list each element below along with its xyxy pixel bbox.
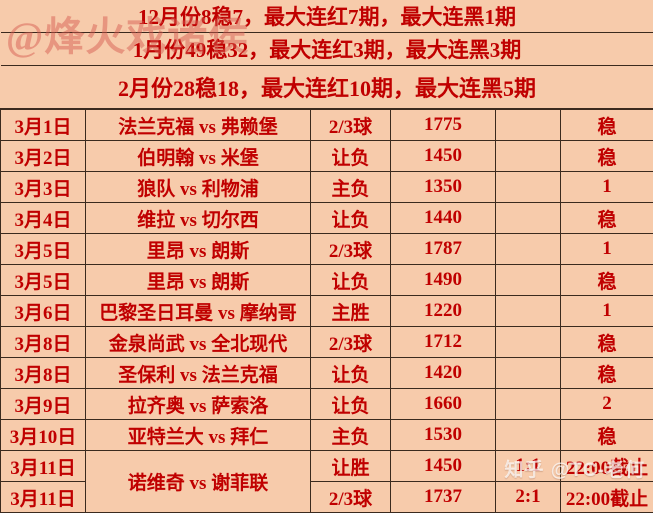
cell-date: 3月2日 [1, 141, 86, 172]
cell-date: 3月9日 [1, 389, 86, 420]
cell-match: 亚特兰大 vs 拜仁 [86, 420, 311, 451]
cell-score [496, 265, 561, 296]
cell-number: 1737 [391, 482, 496, 513]
cell-number: 1440 [391, 203, 496, 234]
cell-bet-type: 让负 [311, 265, 391, 296]
cell-bet-type: 让负 [311, 203, 391, 234]
summary-banner-text: 1月份49稳32，最大连红3期，最大连黑3期 [1, 33, 653, 66]
cell-date: 3月1日 [1, 109, 86, 141]
cell-result: 稳 [561, 203, 653, 234]
cell-number: 1787 [391, 234, 496, 265]
cell-result: 1 [561, 172, 653, 203]
cell-number: 1660 [391, 389, 496, 420]
cell-match: 巴黎圣日耳曼 vs 摩纳哥 [86, 296, 311, 327]
cell-number: 1712 [391, 327, 496, 358]
summary-banner-text: 12月份8稳7，最大连红7期，最大连黑1期 [1, 0, 653, 33]
cell-result: 1 [561, 234, 653, 265]
cell-score [496, 327, 561, 358]
cell-date: 3月11日 [1, 451, 86, 482]
cell-result: 稳 [561, 265, 653, 296]
cell-score [496, 389, 561, 420]
cell-bet-type: 主负 [311, 172, 391, 203]
cell-number: 1220 [391, 296, 496, 327]
cell-bet-type: 让负 [311, 358, 391, 389]
cell-score [496, 172, 561, 203]
cell-result: 稳 [561, 141, 653, 172]
cell-score [496, 109, 561, 141]
cell-number: 1530 [391, 420, 496, 451]
cell-number: 1775 [391, 109, 496, 141]
cell-number: 1420 [391, 358, 496, 389]
summary-banner-text: 2月份28稳18，最大连红10期，最大连黑5期 [1, 66, 653, 110]
cell-match: 里昂 vs 朗斯 [86, 265, 311, 296]
cell-score [496, 420, 561, 451]
cell-score: 1:1 [496, 451, 561, 482]
cell-number: 1490 [391, 265, 496, 296]
cell-result: 1 [561, 296, 653, 327]
cell-match: 法兰克福 vs 弗赖堡 [86, 109, 311, 141]
cell-bet-type: 2/3球 [311, 482, 391, 513]
summary-banner-row: 2月份28稳18，最大连红10期，最大连黑5期 [1, 66, 653, 110]
cell-result: 22:00截止 [561, 482, 653, 513]
cell-score: 2:1 [496, 482, 561, 513]
cell-bet-type: 主胜 [311, 296, 391, 327]
cell-score [496, 234, 561, 265]
cell-match: 诺维奇 vs 谢菲联 [86, 451, 311, 513]
cell-result: 稳 [561, 109, 653, 141]
cell-date: 3月11日 [1, 482, 86, 513]
cell-number: 1350 [391, 172, 496, 203]
cell-score [496, 296, 561, 327]
cell-result: 稳 [561, 358, 653, 389]
cell-result: 稳 [561, 327, 653, 358]
cell-match: 维拉 vs 切尔西 [86, 203, 311, 234]
cell-bet-type: 2/3球 [311, 109, 391, 141]
cell-bet-type: 让负 [311, 141, 391, 172]
cell-score [496, 203, 561, 234]
cell-result: 22:00截止 [561, 451, 653, 482]
cell-result: 2 [561, 389, 653, 420]
cell-date: 3月3日 [1, 172, 86, 203]
cell-result: 稳 [561, 420, 653, 451]
cell-bet-type: 让负 [311, 389, 391, 420]
cell-date: 3月4日 [1, 203, 86, 234]
summary-banner-row: 1月份49稳32，最大连红3期，最大连黑3期 [1, 33, 653, 66]
cell-match: 伯明翰 vs 米堡 [86, 141, 311, 172]
cell-number: 1450 [391, 141, 496, 172]
cell-score [496, 141, 561, 172]
cell-date: 3月8日 [1, 327, 86, 358]
cell-date: 3月10日 [1, 420, 86, 451]
cell-number: 1450 [391, 451, 496, 482]
cell-match: 里昂 vs 朗斯 [86, 234, 311, 265]
cell-bet-type: 主负 [311, 420, 391, 451]
cell-match: 金泉尚武 vs 全北现代 [86, 327, 311, 358]
cell-date: 3月5日 [1, 234, 86, 265]
cell-date: 3月5日 [1, 265, 86, 296]
cell-date: 3月8日 [1, 358, 86, 389]
cell-bet-type: 2/3球 [311, 327, 391, 358]
cell-match: 狼队 vs 利物浦 [86, 172, 311, 203]
cell-match: 拉齐奥 vs 萨索洛 [86, 389, 311, 420]
cell-bet-type: 让胜 [311, 451, 391, 482]
cell-match: 圣保利 vs 法兰克福 [86, 358, 311, 389]
cell-date: 3月6日 [1, 296, 86, 327]
cell-bet-type: 2/3球 [311, 234, 391, 265]
summary-banner-row: 12月份8稳7，最大连红7期，最大连黑1期 [1, 0, 653, 33]
cell-score [496, 358, 561, 389]
